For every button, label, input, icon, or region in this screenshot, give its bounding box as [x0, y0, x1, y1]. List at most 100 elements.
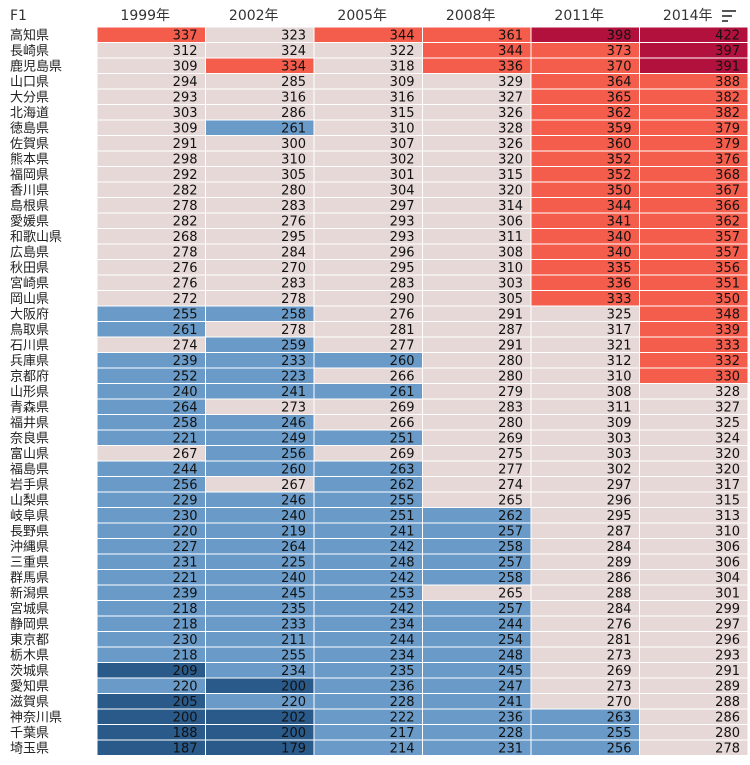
cell-value: 280: [715, 726, 740, 741]
cell-value: 270: [281, 261, 306, 276]
heatmap-cell: [640, 523, 748, 538]
heatmap-cell: [640, 275, 748, 290]
cell-value: 228: [498, 726, 523, 741]
heatmap-cell: [314, 167, 422, 182]
heatmap-cell: [640, 353, 748, 368]
cell-value: 332: [715, 354, 740, 369]
heatmap-cell: [531, 275, 639, 290]
cell-value: 256: [607, 742, 632, 757]
row-label: 奈良県: [10, 431, 49, 447]
cell-value: 289: [607, 556, 632, 571]
heatmap-cell: [531, 647, 639, 662]
cell-value: 179: [281, 742, 306, 757]
heatmap-cell: [314, 229, 422, 244]
heatmap-cell: [314, 353, 422, 368]
row-label: 滋賀県: [10, 695, 49, 710]
cell-value: 229: [173, 494, 198, 509]
cell-value: 286: [715, 711, 740, 726]
heatmap-cell: [423, 322, 531, 337]
cell-value: 313: [715, 509, 740, 524]
cell-value: 324: [715, 432, 740, 447]
row-label: 北海道: [10, 106, 49, 121]
row-label: 富山県: [10, 446, 49, 462]
heatmap-cell: [314, 244, 422, 259]
cell-value: 236: [390, 680, 415, 695]
cell-value: 311: [498, 230, 523, 245]
heatmap-cell: [206, 694, 314, 709]
heatmap-cell: [314, 58, 422, 73]
heatmap-cell: [531, 291, 639, 306]
heatmap-cell: [423, 151, 531, 166]
cell-value: 289: [715, 680, 740, 695]
heatmap-cell: [531, 523, 639, 538]
heatmap-cell: [423, 430, 531, 445]
cell-value: 264: [173, 401, 198, 416]
sort-descending-icon[interactable]: [722, 10, 736, 22]
cell-value: 280: [498, 354, 523, 369]
cell-value: 283: [281, 199, 306, 214]
heatmap-cell: [423, 585, 531, 600]
heatmap-cell: [640, 616, 748, 631]
heatmap-cell: [314, 260, 422, 275]
cell-value: 311: [607, 401, 632, 416]
cell-value: 187: [173, 742, 198, 757]
heatmap-cell: [640, 508, 748, 523]
heatmap-cell: [531, 601, 639, 616]
cell-value: 221: [173, 571, 198, 586]
heatmap-cell: [531, 678, 639, 693]
cell-value: 334: [281, 60, 306, 75]
cell-value: 286: [607, 571, 632, 586]
heatmap-cell: [206, 709, 314, 724]
cell-value: 200: [281, 680, 306, 695]
cell-value: 309: [390, 75, 415, 90]
cell-value: 257: [498, 525, 523, 540]
heatmap-cell: [314, 182, 422, 197]
row-label: 兵庫県: [10, 354, 49, 369]
cell-value: 296: [390, 246, 415, 261]
cell-value: 241: [281, 385, 306, 400]
heatmap-cell: [640, 244, 748, 259]
heatmap-cell: [531, 120, 639, 135]
heatmap-cell: [97, 229, 205, 244]
heatmap-cell: [206, 43, 314, 58]
heatmap-cell: [640, 322, 748, 337]
cell-value: 320: [498, 153, 523, 168]
cell-value: 220: [281, 695, 306, 710]
cell-value: 316: [390, 91, 415, 106]
cell-value: 303: [173, 106, 198, 121]
cell-value: 391: [715, 60, 740, 75]
heatmap-cell: [97, 570, 205, 585]
heatmap-cell: [640, 198, 748, 213]
heatmap-cell: [97, 306, 205, 321]
heatmap-cell: [314, 399, 422, 414]
cell-value: 382: [715, 91, 740, 106]
heatmap-cell: [640, 151, 748, 166]
heatmap-cell: [314, 322, 422, 337]
cell-value: 333: [715, 339, 740, 354]
column-header: 1999年: [120, 8, 170, 24]
heatmap-cell: [531, 136, 639, 151]
heatmap-cell: [423, 492, 531, 507]
heatmap-cell: [206, 291, 314, 306]
cell-value: 269: [390, 447, 415, 462]
heatmap-cell: [640, 554, 748, 569]
cell-value: 278: [173, 199, 198, 214]
row-label: 高知県: [10, 28, 49, 44]
cell-value: 312: [607, 354, 632, 369]
cell-value: 265: [498, 494, 523, 509]
heatmap-cell: [314, 306, 422, 321]
cell-value: 361: [498, 29, 523, 44]
heatmap-cell: [531, 27, 639, 42]
cell-value: 218: [173, 618, 198, 633]
heatmap-cell: [97, 368, 205, 383]
cell-value: 272: [173, 292, 198, 307]
cell-value: 276: [173, 277, 198, 292]
heatmap-cell: [640, 120, 748, 135]
heatmap-cell: [314, 585, 422, 600]
cell-value: 274: [173, 339, 198, 354]
heatmap-cell: [531, 74, 639, 89]
cell-value: 223: [281, 370, 306, 385]
heatmap-cell: [531, 384, 639, 399]
heatmap-cell: [206, 275, 314, 290]
row-label: 東京都: [10, 632, 49, 648]
